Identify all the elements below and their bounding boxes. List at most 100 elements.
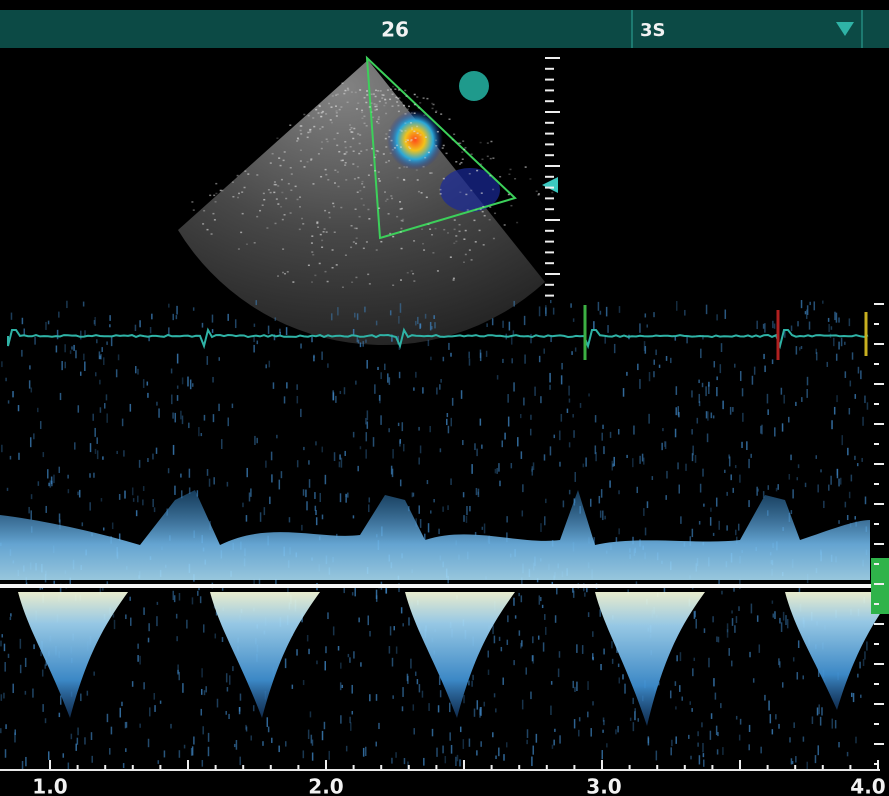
speckle: [717, 749, 719, 754]
speckle: [345, 494, 347, 503]
speckle: [626, 455, 628, 458]
speckle: [320, 176, 322, 178]
speckle: [666, 471, 668, 479]
speckle: [507, 640, 509, 645]
speckle: [137, 655, 139, 662]
speckle: [355, 381, 357, 385]
speckle: [107, 714, 109, 722]
speckle: [355, 92, 357, 94]
speckle: [311, 281, 313, 283]
speckle: [58, 312, 60, 318]
speckle: [256, 438, 258, 443]
speckle: [137, 369, 139, 375]
speckle: [102, 456, 104, 459]
speckle: [376, 109, 378, 111]
speckle: [618, 490, 620, 494]
speckle: [492, 157, 494, 159]
speckle: [796, 346, 798, 354]
speckle: [373, 93, 375, 95]
speckle: [394, 88, 396, 90]
speckle: [311, 235, 313, 237]
speckle: [455, 235, 457, 237]
speckle: [676, 301, 678, 311]
speckle: [296, 140, 298, 142]
speckle: [733, 588, 735, 592]
speckle: [335, 94, 337, 96]
speckle: [480, 209, 482, 211]
speckle: [598, 302, 600, 311]
speckle: [602, 730, 604, 733]
speckle: [494, 636, 496, 644]
speckle: [332, 203, 334, 205]
speckle: [691, 390, 693, 397]
speckle: [820, 469, 822, 472]
speckle: [207, 356, 209, 365]
speckle: [340, 682, 342, 690]
speckle: [600, 511, 602, 518]
speckle: [313, 355, 315, 358]
speckle: [257, 341, 259, 345]
speckle: [0, 728, 2, 733]
speckle: [270, 162, 272, 164]
speckle: [357, 191, 359, 193]
speckle: [322, 126, 324, 128]
speckle: [716, 636, 718, 642]
speckle: [256, 300, 258, 305]
speckle: [836, 469, 838, 476]
speckle: [722, 747, 724, 755]
speckle: [600, 664, 602, 670]
speckle: [834, 312, 836, 320]
speckle: [379, 180, 381, 182]
speckle: [453, 279, 455, 281]
speckle: [383, 105, 385, 107]
speckle: [148, 638, 150, 643]
speckle: [202, 223, 204, 225]
speckle: [518, 593, 520, 596]
speckle: [291, 173, 293, 175]
speckle: [449, 118, 451, 120]
speckle: [439, 384, 441, 390]
speckle: [403, 166, 405, 168]
baseline-handle[interactable]: [871, 558, 889, 614]
speckle: [352, 163, 354, 165]
speckle: [624, 684, 626, 694]
speckle: [109, 324, 111, 327]
speckle: [847, 752, 849, 756]
speckle: [392, 695, 394, 699]
speckle: [359, 216, 361, 218]
speckle: [238, 193, 240, 195]
speckle: [749, 652, 751, 657]
speckle: [487, 142, 489, 144]
speckle: [232, 666, 234, 671]
speckle: [411, 129, 413, 131]
speckle: [580, 403, 582, 408]
speckle: [202, 323, 204, 328]
speckle: [494, 693, 496, 697]
speckle: [401, 101, 403, 103]
speckle: [531, 757, 533, 767]
speckle: [271, 738, 273, 743]
speckle: [525, 166, 527, 168]
speckle: [433, 499, 435, 502]
speckle: [835, 720, 837, 728]
speckle: [168, 468, 170, 473]
speckle: [336, 145, 338, 147]
speckle: [297, 396, 299, 403]
speckle: [94, 320, 96, 324]
speckle: [320, 116, 322, 118]
speckle: [774, 427, 776, 436]
speckle: [402, 706, 404, 711]
speckle: [360, 446, 362, 449]
speckle: [228, 714, 230, 719]
speckle: [432, 252, 434, 254]
speckle: [47, 469, 49, 478]
speckle: [617, 726, 619, 732]
speckle: [326, 139, 328, 141]
speckle: [601, 489, 603, 498]
speckle: [368, 504, 370, 512]
speckle: [463, 695, 465, 703]
speckle: [724, 470, 726, 473]
speckle: [157, 602, 159, 605]
speckle: [45, 322, 47, 330]
speckle: [366, 432, 368, 441]
